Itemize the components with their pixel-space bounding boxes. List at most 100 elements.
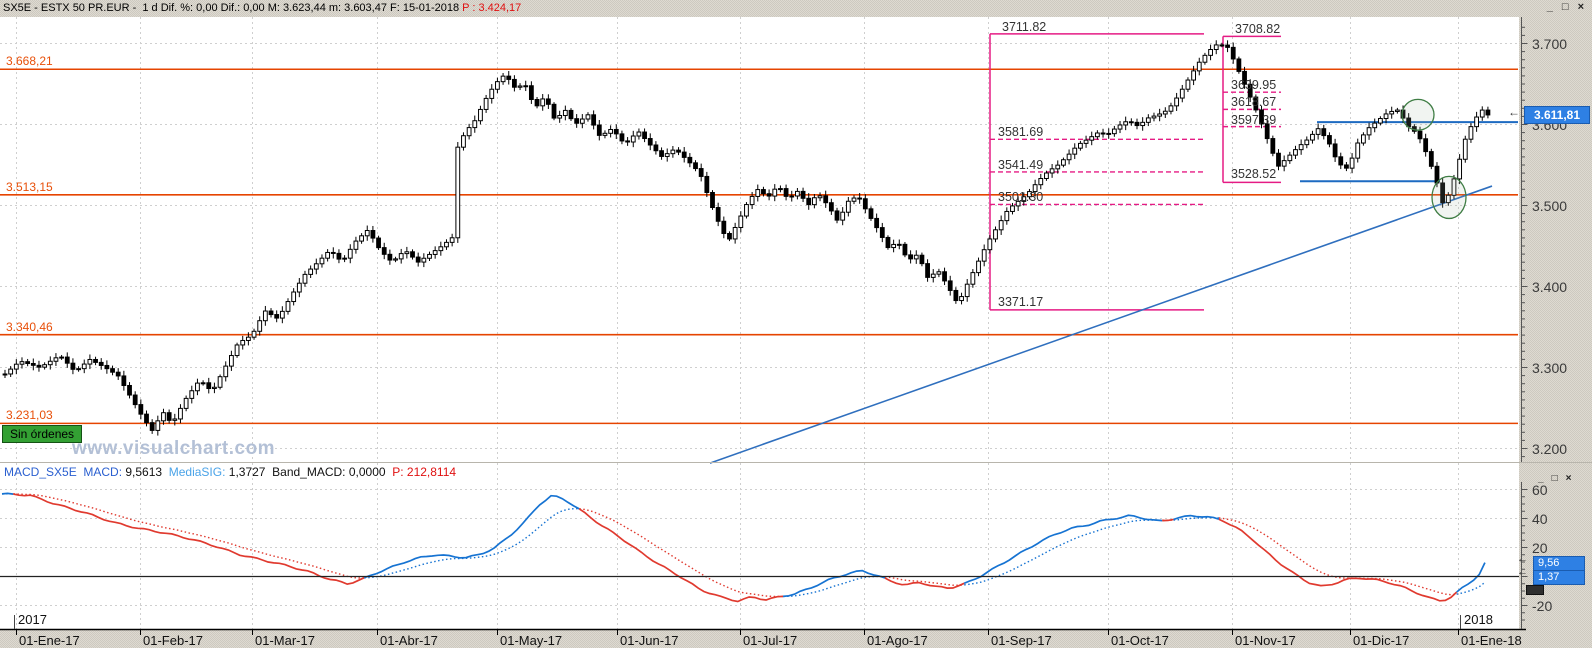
candle-body (523, 85, 529, 88)
month-label: 01-Dic-17 (1353, 633, 1410, 648)
candle-body (1100, 132, 1106, 135)
titlebar-title: SX5E - ESTX 50 PR.EUR - 1 d Dif. %: 0,00… (0, 2, 521, 14)
candle-body (608, 128, 614, 134)
candle-body (415, 256, 421, 263)
macd-line (1456, 562, 1486, 593)
macd-value-box: 9,56 (1533, 556, 1585, 571)
candle-body (1242, 70, 1247, 85)
candle-body (121, 375, 127, 386)
month-label: 01-Jun-17 (620, 633, 679, 648)
macd-header-segment: 9,5613 (125, 465, 169, 479)
minimize-button[interactable]: _ (1546, 1, 1553, 13)
candle-body (30, 362, 36, 366)
month-label: 01-Feb-17 (143, 633, 203, 648)
candle-body (353, 240, 359, 250)
window-titlebar[interactable]: SX5E - ESTX 50 PR.EUR - 1 d Dif. %: 0,00… (0, 0, 1592, 16)
candle-body (149, 422, 155, 431)
candle-body (1106, 132, 1112, 135)
macd-signal-box: 1,37 (1533, 570, 1585, 585)
candle-body (591, 114, 597, 126)
year-label: 2018 (1464, 612, 1493, 627)
candle-body (444, 241, 449, 248)
candle-body (987, 238, 993, 251)
candle-body (845, 200, 851, 213)
sin-ordenes-button[interactable]: Sin órdenes (2, 425, 83, 443)
candle-body (1338, 156, 1344, 166)
candle-body (1219, 44, 1225, 47)
candle-body (1066, 153, 1072, 161)
macd-header: MACD_SX5E MACD: 9,5613 MediaSIG: 1,3727 … (4, 465, 456, 479)
maximize-button[interactable]: □ (1561, 1, 1569, 13)
candle-body (512, 78, 517, 88)
macd-maximize-button[interactable]: □ (1551, 473, 1558, 484)
candle-body (1377, 118, 1383, 124)
candle-body (381, 247, 387, 255)
macd-header-segment: Band_MACD: (272, 465, 349, 479)
macd-line (963, 514, 1163, 585)
candle-body (613, 128, 619, 135)
candle-body (1423, 138, 1429, 153)
macd-line (1173, 514, 1220, 521)
close-button[interactable]: × (1577, 1, 1584, 13)
macd-close-button[interactable]: × (1565, 473, 1572, 484)
price-axis-label: 3.500 (1532, 197, 1568, 214)
candle-body (1055, 164, 1061, 170)
candle-body (1038, 177, 1044, 186)
candle-body (1372, 122, 1378, 129)
candle-body (970, 272, 976, 285)
highlight-circle[interactable] (1431, 175, 1467, 220)
candle-body (53, 357, 59, 362)
candle-body (144, 413, 149, 424)
candle-body (251, 330, 257, 338)
level-price-label: 3.231,03 (6, 408, 53, 423)
candle-body (828, 202, 834, 212)
candle-body (913, 254, 919, 260)
candle-body (1213, 44, 1219, 51)
candle-body (585, 114, 591, 120)
macd-line (782, 569, 886, 598)
macd-signal-line (13, 493, 365, 579)
macd-signal-line (884, 576, 965, 587)
year-label: 2017 (18, 612, 47, 627)
candle-body (545, 98, 551, 105)
candle-body (1457, 158, 1463, 180)
candle-body (223, 365, 229, 378)
candle-body (795, 190, 800, 197)
candle-body (330, 251, 336, 254)
candle-body (891, 243, 897, 249)
macd-minimize-button[interactable]: _ (1538, 473, 1544, 484)
candle-body (240, 339, 246, 346)
highlight-circle[interactable] (1401, 98, 1435, 131)
candle-body (1094, 132, 1100, 138)
candle-body (25, 361, 31, 364)
macd-header-segment: 1,3727 (228, 465, 273, 479)
candle-body (659, 150, 664, 157)
candle-body (336, 252, 342, 260)
level-price-label: 3.513,15 (6, 179, 53, 194)
candle-body (1010, 205, 1015, 212)
candle-body (398, 253, 404, 260)
macd-plot-background (0, 463, 1519, 629)
trend-line[interactable] (709, 185, 1493, 464)
candle-body (687, 156, 693, 164)
candle-body (495, 81, 500, 90)
macd-header-segment: MACD: (83, 465, 126, 479)
candle-body (421, 257, 427, 263)
candle-body (868, 208, 874, 219)
candle-body (466, 127, 472, 137)
candle-body (98, 361, 104, 366)
candle-body (325, 251, 331, 259)
candle-body (1021, 196, 1027, 202)
candle-body (1196, 61, 1202, 72)
candle-body (919, 254, 925, 265)
candle-body (1259, 109, 1264, 125)
candle-body (778, 188, 783, 191)
candle-body (1304, 139, 1310, 146)
candle-body (562, 109, 568, 117)
candle-body (506, 75, 512, 80)
candle-body (1151, 115, 1157, 119)
candle-body (342, 257, 348, 260)
candle-body (19, 361, 25, 365)
